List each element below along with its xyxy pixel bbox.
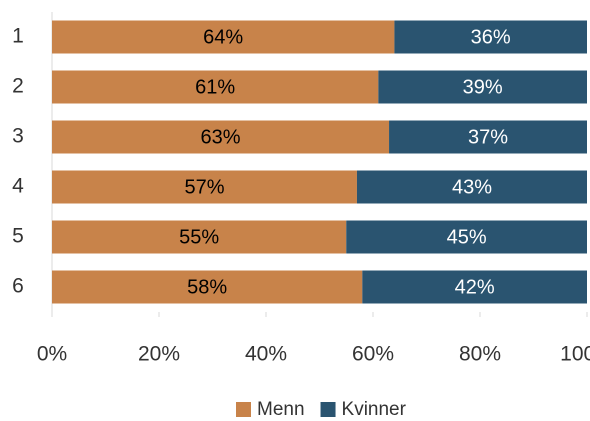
x-tick-label: 20% bbox=[138, 343, 180, 366]
bar-segment bbox=[389, 120, 587, 154]
bar-segment bbox=[52, 70, 379, 104]
bar-segment bbox=[52, 220, 347, 254]
bar-segment bbox=[378, 70, 587, 104]
y-tick-label: 1 bbox=[12, 25, 24, 48]
value-label: 39% bbox=[463, 76, 503, 98]
bar-segment bbox=[52, 20, 395, 54]
bar-segment bbox=[394, 20, 587, 54]
x-tick-label: 60% bbox=[352, 343, 394, 366]
x-tick-label: 100% bbox=[560, 343, 590, 366]
bar-segment bbox=[52, 270, 363, 304]
y-tick-label: 6 bbox=[12, 275, 24, 298]
bar-segment bbox=[356, 170, 587, 204]
y-tick-label: 3 bbox=[12, 125, 24, 148]
value-label: 58% bbox=[187, 276, 227, 298]
y-tick-label: 5 bbox=[12, 225, 24, 248]
bar-segment bbox=[362, 270, 587, 304]
value-label: 63% bbox=[201, 126, 241, 148]
bar-segment bbox=[346, 220, 587, 254]
value-label: 37% bbox=[468, 126, 508, 148]
value-label: 36% bbox=[471, 26, 511, 48]
legend-label: Kvinner bbox=[342, 399, 407, 420]
x-tick-label: 40% bbox=[245, 343, 287, 366]
value-label: 57% bbox=[184, 176, 224, 198]
x-tick-label: 80% bbox=[459, 343, 501, 366]
bar-segment bbox=[52, 170, 357, 204]
legend-label: Menn bbox=[257, 399, 305, 420]
value-label: 61% bbox=[195, 76, 235, 98]
value-label: 45% bbox=[447, 226, 487, 248]
value-label: 64% bbox=[203, 26, 243, 48]
x-tick-label: 0% bbox=[37, 343, 67, 366]
value-label: 43% bbox=[452, 176, 492, 198]
bar-segment bbox=[52, 120, 390, 154]
value-label: 55% bbox=[179, 226, 219, 248]
y-tick-label: 2 bbox=[12, 75, 24, 98]
legend-swatch bbox=[320, 402, 336, 417]
y-tick-label: 4 bbox=[12, 175, 24, 198]
value-label: 42% bbox=[455, 276, 495, 298]
legend-swatch bbox=[236, 402, 251, 417]
